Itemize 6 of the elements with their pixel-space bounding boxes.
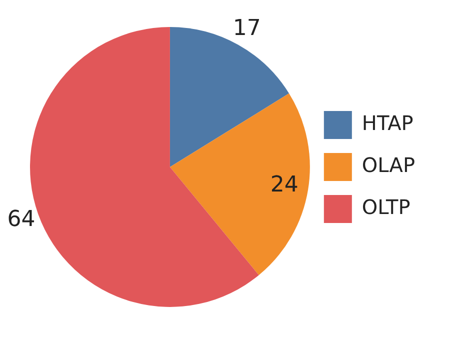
data-label: 17 [232,16,261,41]
legend-label: HTAP [362,111,414,136]
data-label: 64 [7,207,36,232]
data-label: 24 [270,172,298,198]
legend-label: OLTP [362,195,410,220]
legend-label: OLAP [362,153,416,178]
